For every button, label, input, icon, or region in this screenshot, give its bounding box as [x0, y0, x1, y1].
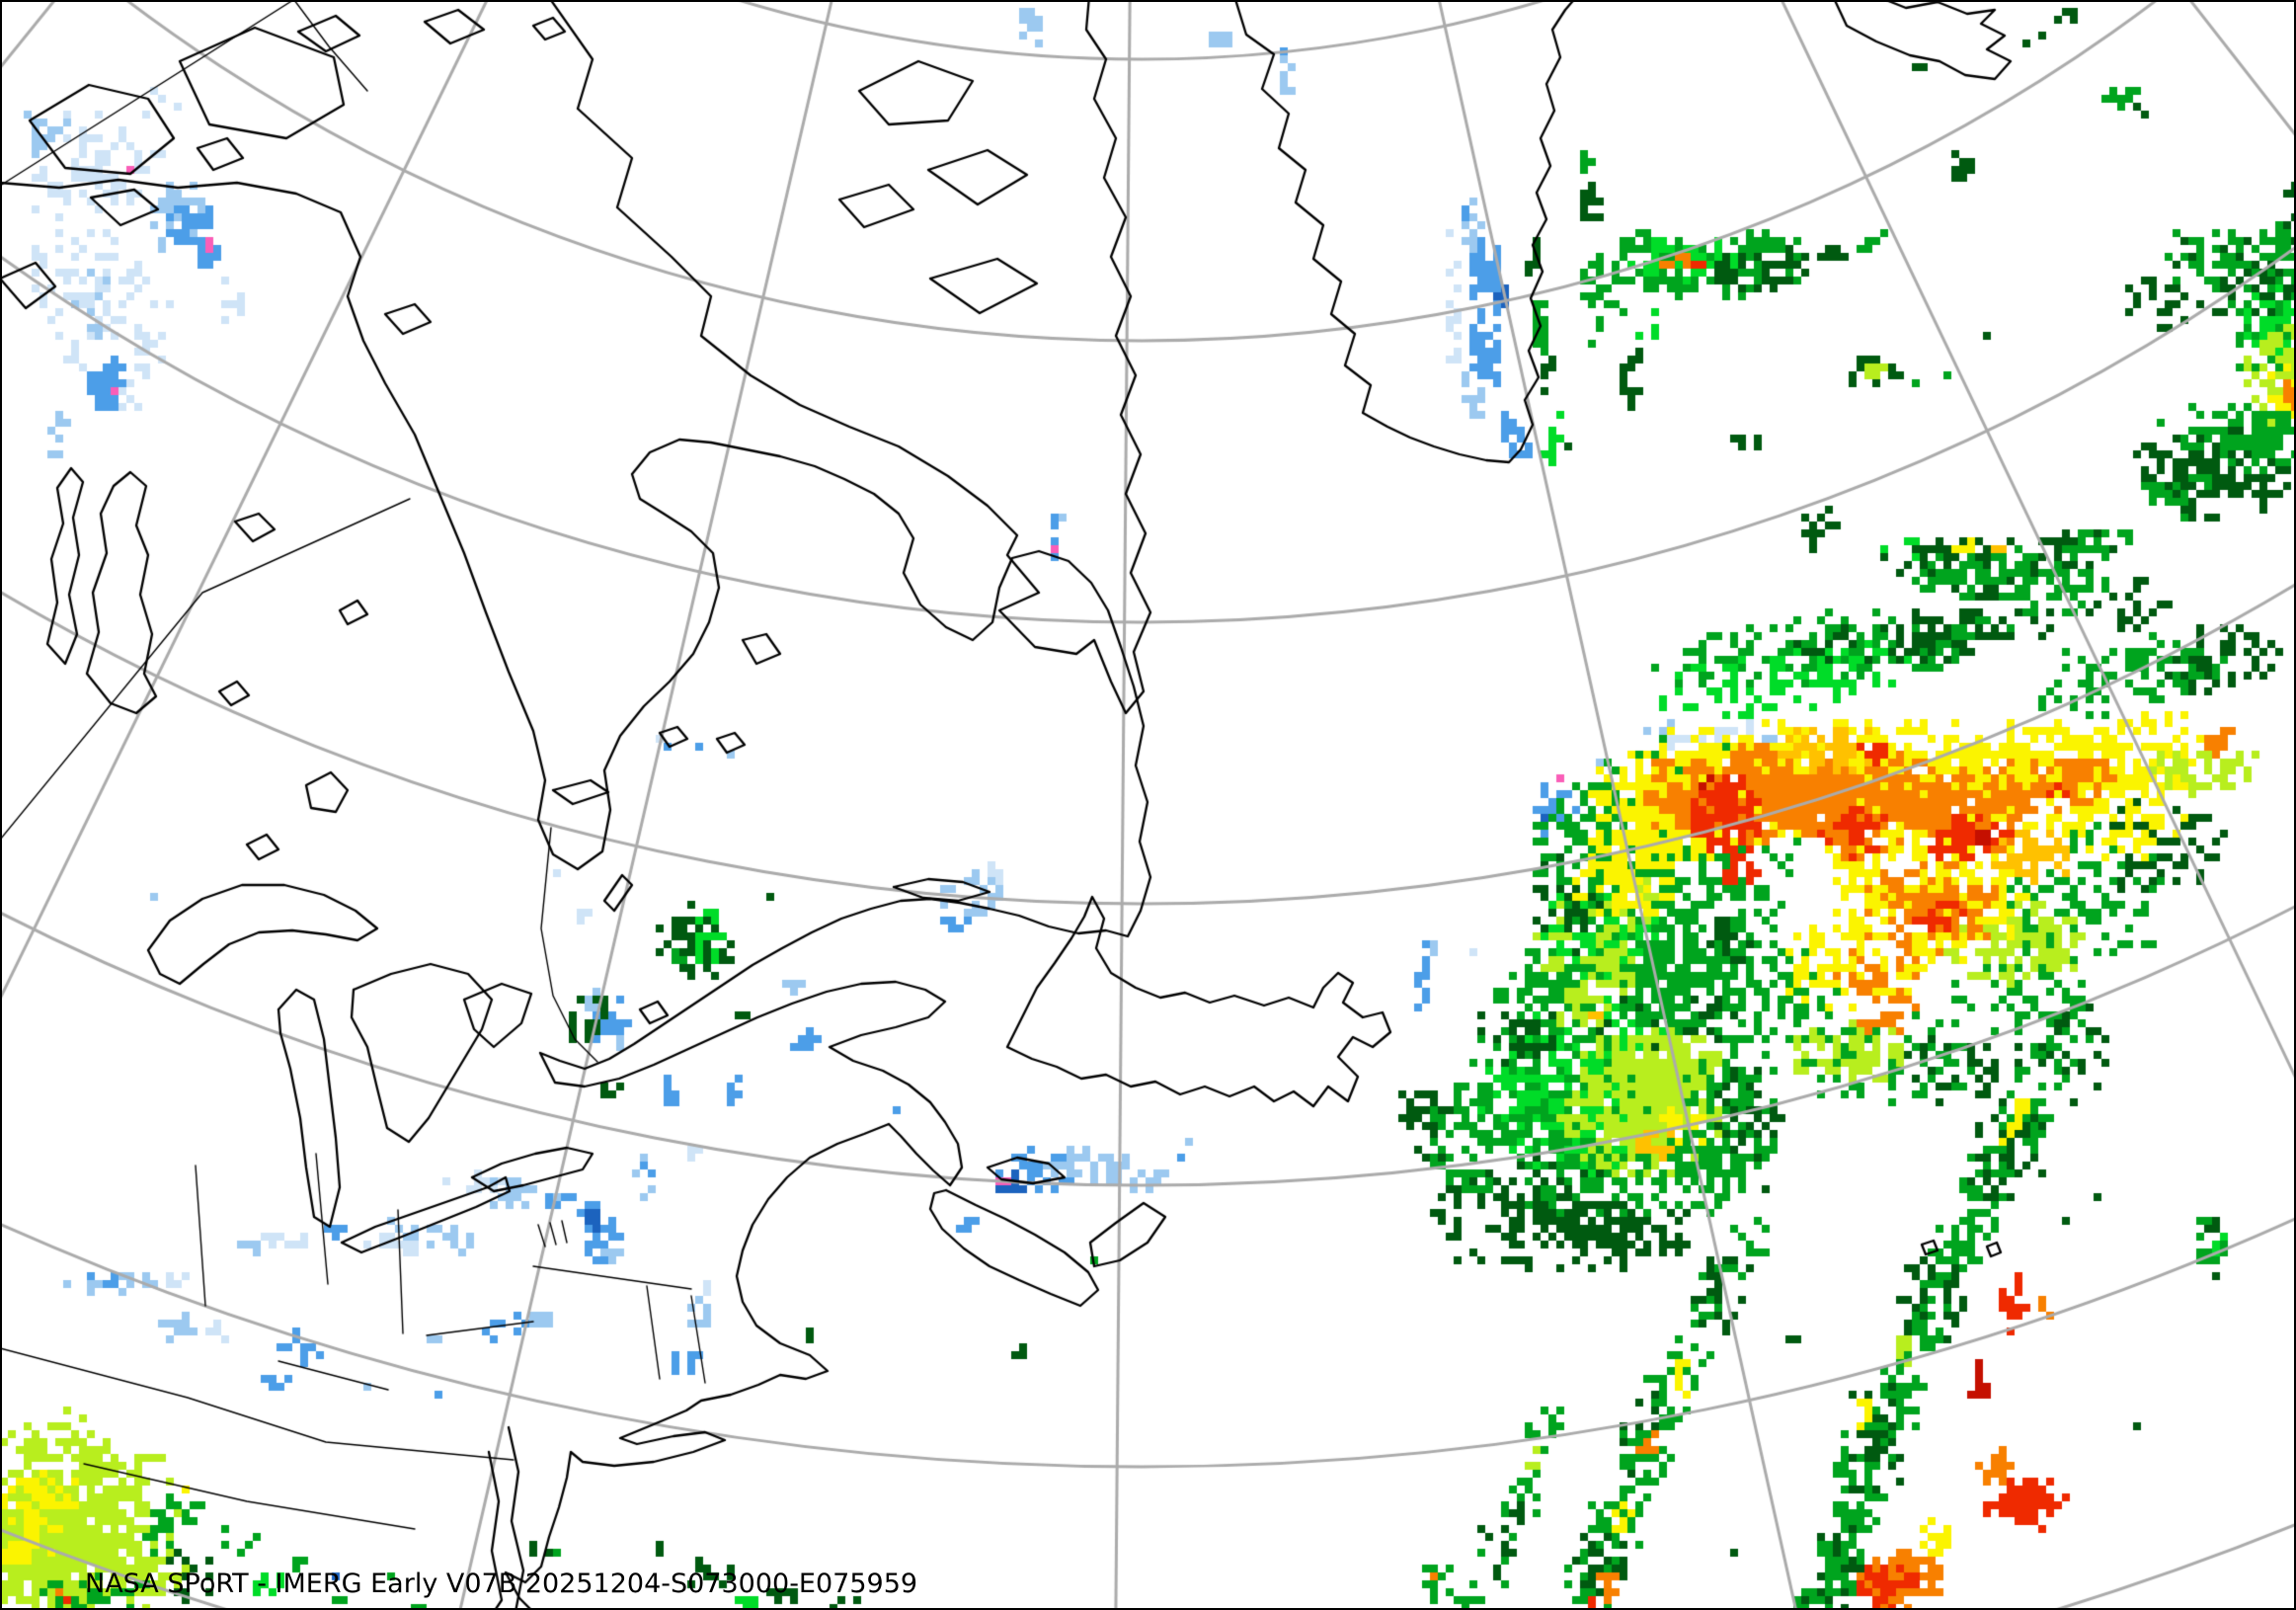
map-timestamp-label: NASA SPoRT - IMERG Early V07B 20251204-S… [85, 1569, 918, 1599]
